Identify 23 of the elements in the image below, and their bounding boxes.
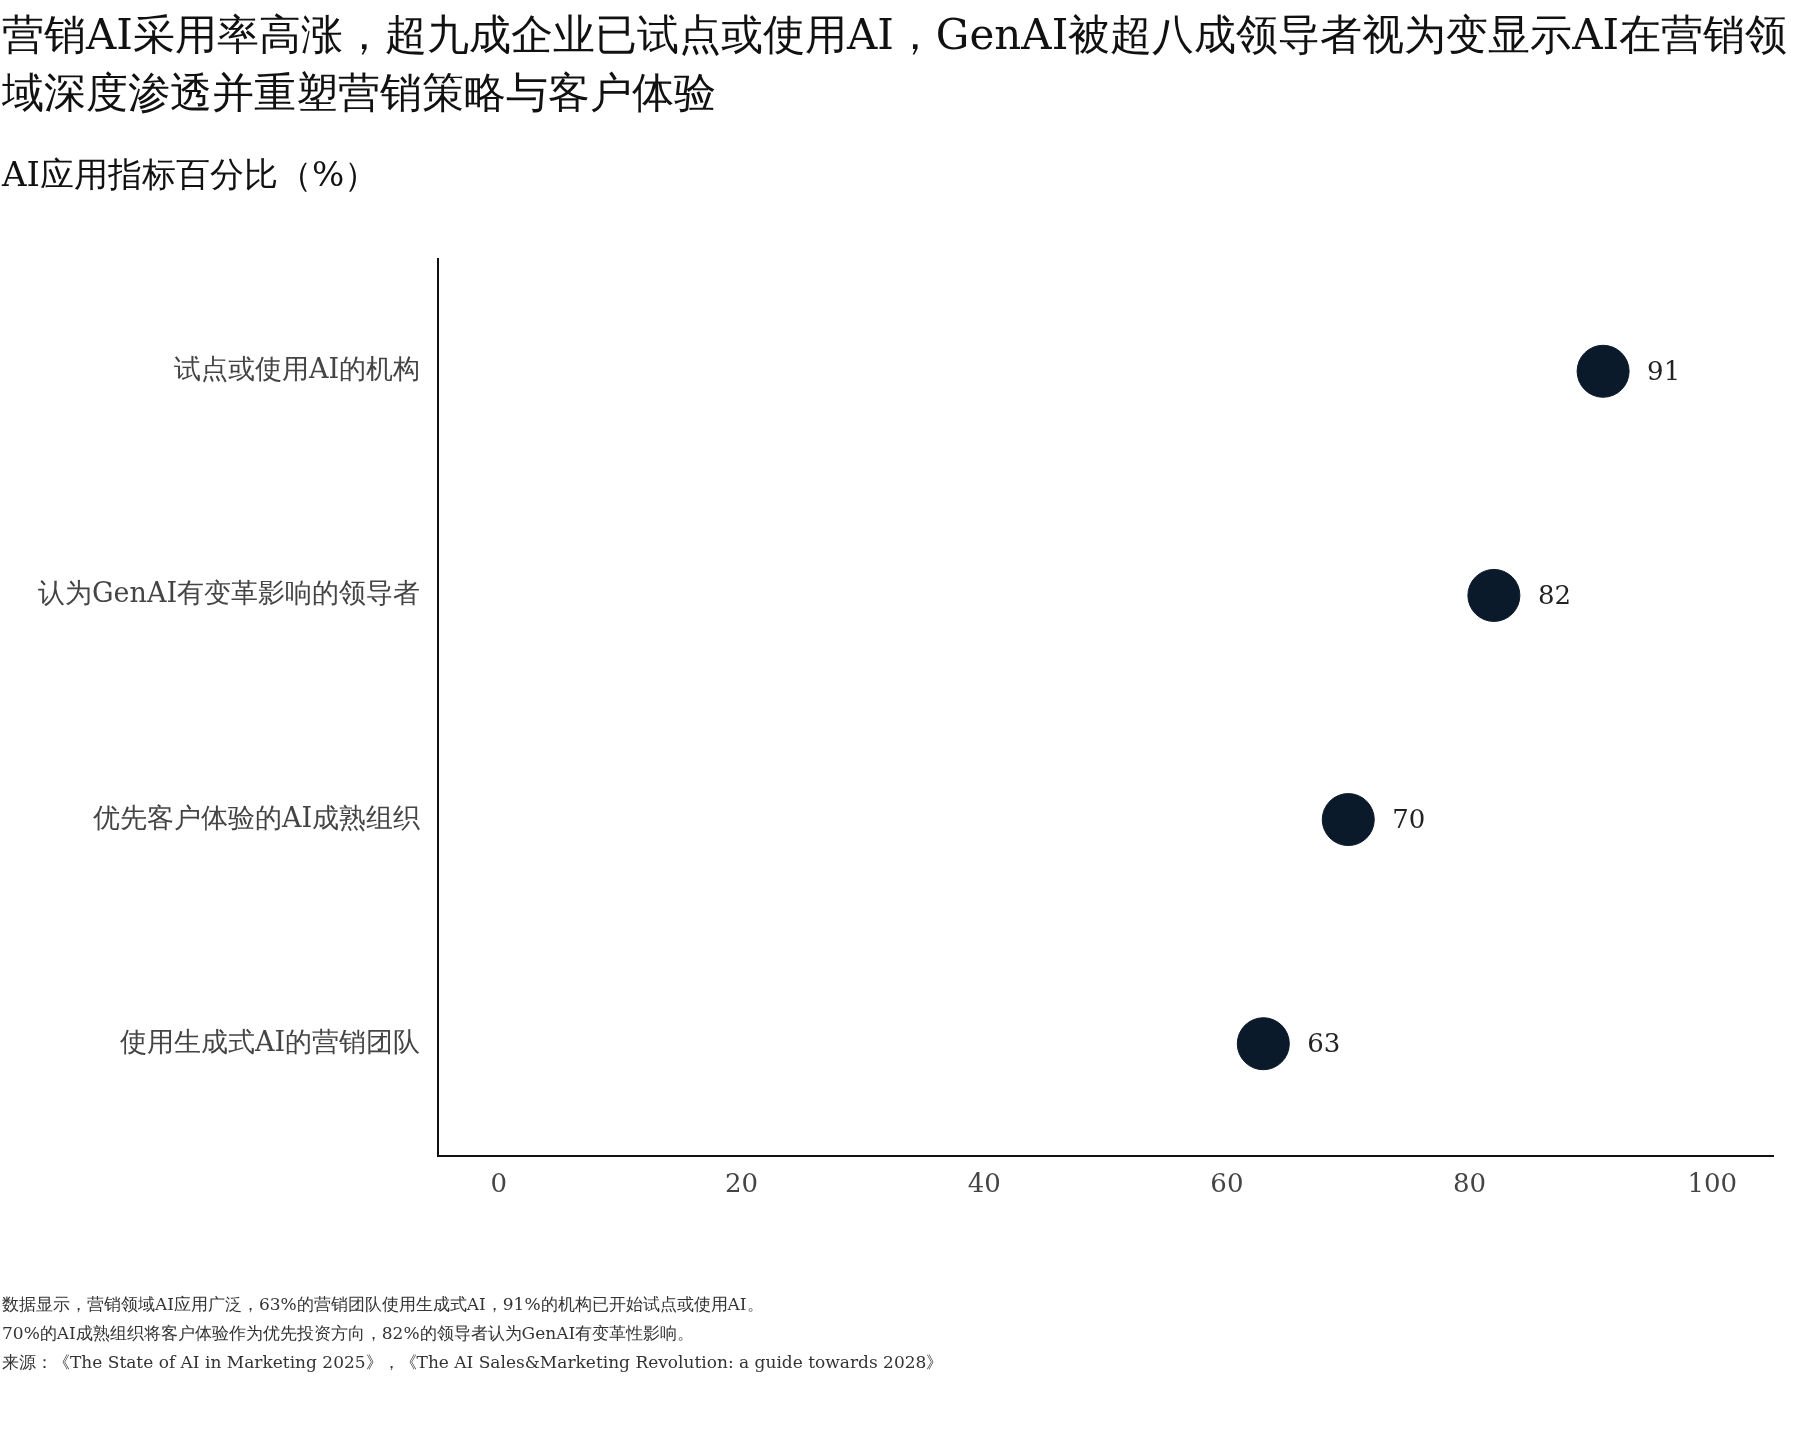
point — [1576, 344, 1630, 398]
text: 70%的AI成熟组织将客户体验作为优先投资方向，82%的领导者认为GenAI有变革性影响。 — [2, 1322, 696, 1345]
data-label: 70 — [1392, 804, 1426, 835]
point — [1236, 1017, 1290, 1071]
x-tick-label: 20 — [724, 1168, 759, 1199]
chart-subtitle: AI应用指标百分比（%） — [2, 153, 379, 196]
source-note: 来源：《The State of AI in Marketing 2025》，《The AI Sales&Marketing Revolution: a guide towards 2028》 — [2, 1351, 944, 1374]
y-tick-label: 认为GenAI有变革影响的领导者 — [37, 577, 421, 609]
y-tick-label: 使用生成式AI的营销团队 — [119, 1025, 421, 1057]
data-label: 91 — [1647, 356, 1681, 387]
x-tick-label: 40 — [967, 1168, 1001, 1199]
point — [1467, 568, 1521, 622]
data-label: 82 — [1537, 580, 1571, 611]
x-tick-label: 0 — [490, 1168, 508, 1199]
text: 数据显示，营销领域AI应用广泛，63%的营销团队使用生成式AI，91%的机构已开始试点或使用AI。 — [2, 1293, 765, 1316]
chart-title: 营销AI采用率高涨，超九成企业已试点或使用AI，GenAI被超八成领导者视为变显示AI在营销领域深度渗透并重塑营销策略与客户体验 — [2, 9, 1789, 119]
y-tick-label: 优先客户体验的AI成熟组织 — [92, 801, 421, 833]
data-label: 63 — [1307, 1028, 1341, 1059]
point — [1321, 793, 1375, 847]
x-tick-label: 80 — [1453, 1168, 1487, 1199]
x-tick-label: 60 — [1210, 1168, 1244, 1199]
y-tick-label: 试点或使用AI的机构 — [173, 353, 421, 385]
x-tick-label: 100 — [1687, 1168, 1738, 1199]
